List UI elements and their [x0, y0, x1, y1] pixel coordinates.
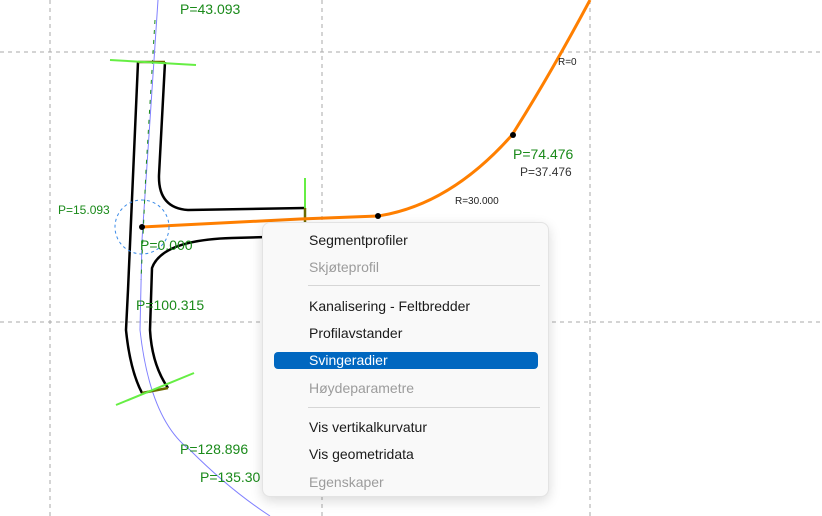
menu-separator [308, 407, 540, 408]
menu-item-egenskaper[interactable]: Egenskaper [309, 474, 384, 490]
station-label: P=100.315 [136, 297, 204, 313]
station-label: P=43.093 [180, 1, 241, 17]
node-point[interactable] [510, 132, 516, 138]
menu-separator [308, 285, 540, 286]
menu-item-vis-vertikalkurvatur[interactable]: Vis vertikalkurvatur [309, 419, 428, 435]
radius-label: R=0 [558, 57, 577, 68]
station-label: P=135.30 [200, 469, 261, 485]
station-label: P=128.896 [180, 441, 248, 457]
context-menu: Segmentprofiler Skjøteprofil Kanaliserin… [262, 222, 549, 497]
menu-item-svingeradier[interactable]: Svingeradier [274, 352, 538, 369]
station-label: P=0.000 [140, 237, 193, 253]
station-label: P=74.476 [513, 146, 574, 162]
selection-circle [114, 199, 170, 255]
station-label: P=15.093 [58, 203, 110, 217]
menu-item-skjoteprofil[interactable]: Skjøteprofil [309, 259, 380, 275]
profile-dashed-line [140, 19, 156, 281]
menu-item-vis-geometridata[interactable]: Vis geometridata [309, 446, 414, 462]
station-label: P=37.476 [520, 165, 572, 179]
radius-label: R=30.000 [455, 196, 499, 207]
node-point[interactable] [139, 224, 145, 230]
menu-item-profilavstander[interactable]: Profilavstander [309, 325, 403, 341]
menu-item-hoydeparametre[interactable]: Høydeparametre [309, 380, 415, 396]
node-point[interactable] [375, 213, 381, 219]
alignment-line [141, 0, 592, 229]
menu-item-kanalisering-feltbredder[interactable]: Kanalisering - Feltbredder [309, 298, 471, 314]
menu-item-segmentprofiler[interactable]: Segmentprofiler [309, 232, 408, 248]
centerline [139, 0, 271, 516]
boundary-lines [109, 59, 306, 406]
